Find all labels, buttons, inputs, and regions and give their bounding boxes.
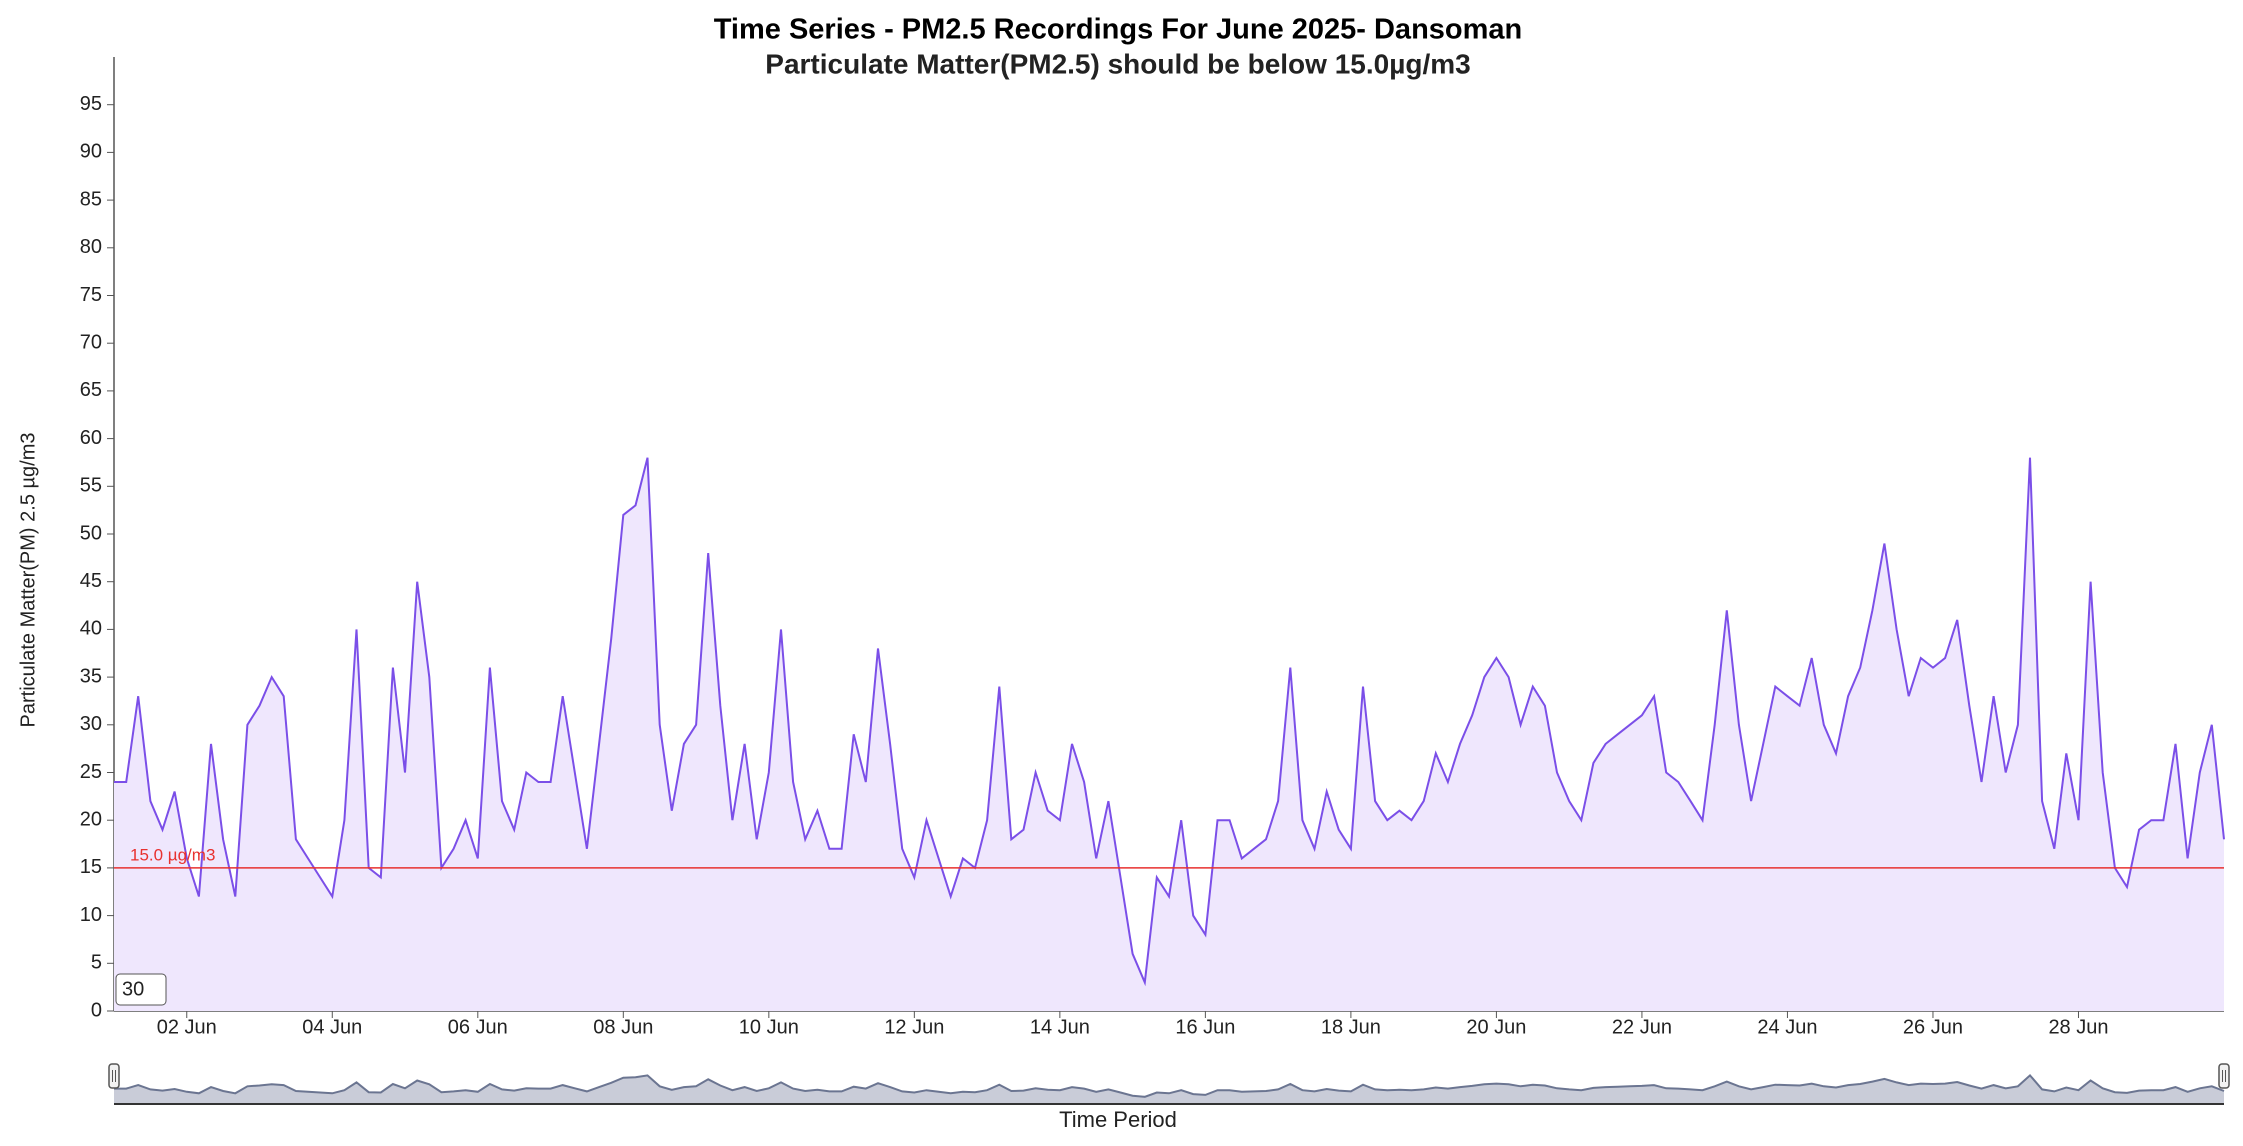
- y-tick-label: 70: [80, 331, 102, 353]
- navigator-area: [114, 1075, 2224, 1104]
- x-tick-label: 06 Jun: [448, 1016, 508, 1038]
- y-tick-label: 0: [91, 999, 102, 1021]
- range-input-box[interactable]: [115, 973, 167, 1006]
- y-tick-label: 55: [80, 475, 102, 497]
- y-tick-label: 5: [91, 952, 102, 974]
- y-tick-label: 30: [80, 713, 102, 735]
- chart-subtitle: Particulate Matter(PM2.5) should be belo…: [765, 48, 1470, 79]
- y-tick-label: 50: [80, 522, 102, 544]
- range-input[interactable]: 30: [122, 978, 144, 1000]
- y-tick-label: 25: [80, 761, 102, 783]
- y-tick-label: 90: [80, 141, 102, 163]
- chart-title: Time Series - PM2.5 Recordings For June …: [714, 14, 1523, 46]
- x-tick-label: 28 Jun: [2048, 1016, 2108, 1038]
- y-tick-label: 95: [80, 93, 102, 115]
- x-tick-label: 22 Jun: [1612, 1016, 1672, 1038]
- threshold-label: 15.0 µg/m3: [130, 845, 215, 864]
- x-tick-label: 26 Jun: [1903, 1016, 1963, 1038]
- y-tick-label: 20: [80, 808, 102, 830]
- x-tick-label: 08 Jun: [593, 1016, 653, 1038]
- x-axis-label: Time Period: [1059, 1107, 1177, 1132]
- y-tick-label: 65: [80, 379, 102, 401]
- series-line: [114, 457, 2225, 987]
- navigator-handle[interactable]: [2218, 1063, 2230, 1089]
- x-tick-label: 12 Jun: [884, 1016, 944, 1038]
- y-axis-label: Particulate Matter(PM) 2.5 µg/m3: [17, 433, 39, 728]
- x-tick-label: 20 Jun: [1466, 1016, 1526, 1038]
- series-area: [114, 457, 2224, 1011]
- y-tick-label: 75: [80, 284, 102, 306]
- x-tick-label: 02 Jun: [157, 1016, 217, 1038]
- y-tick-label: 85: [80, 188, 102, 210]
- navigator-line: [114, 1073, 2225, 1098]
- x-tick-label: 14 Jun: [1030, 1016, 1090, 1038]
- y-tick-label: 15: [80, 856, 102, 878]
- x-tick-label: 16 Jun: [1175, 1016, 1235, 1038]
- y-tick-label: 40: [80, 618, 102, 640]
- x-tick-label: 24 Jun: [1757, 1016, 1817, 1038]
- y-tick-label: 45: [80, 570, 102, 592]
- x-tick-label: 10 Jun: [739, 1016, 799, 1038]
- y-tick-label: 10: [80, 904, 102, 926]
- y-tick-label: 60: [80, 427, 102, 449]
- x-tick-label: 18 Jun: [1321, 1016, 1381, 1038]
- y-tick-label: 35: [80, 665, 102, 687]
- x-tick-label: 04 Jun: [302, 1016, 362, 1038]
- y-tick-label: 80: [80, 236, 102, 258]
- navigator-handle[interactable]: [108, 1063, 120, 1089]
